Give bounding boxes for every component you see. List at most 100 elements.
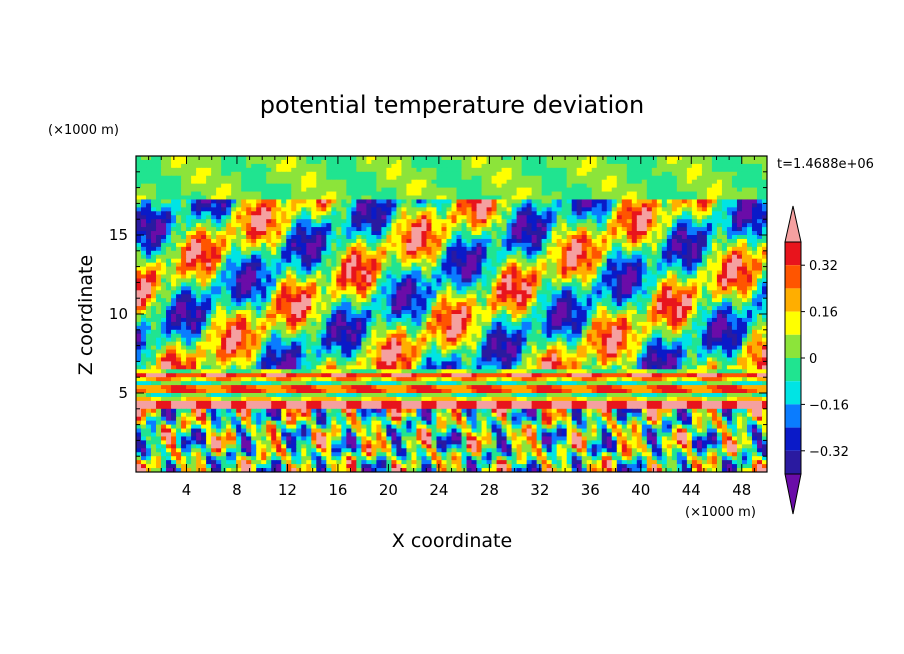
field-cell bbox=[186, 294, 192, 299]
field-cell bbox=[196, 278, 202, 283]
field-cell bbox=[581, 250, 588, 256]
field-cell bbox=[641, 266, 648, 272]
field-cell bbox=[691, 187, 698, 193]
field-cell bbox=[326, 231, 332, 236]
field-cell bbox=[646, 242, 653, 248]
field-cell bbox=[616, 258, 623, 264]
field-cell bbox=[726, 238, 733, 244]
field-cell bbox=[336, 238, 342, 244]
field-cell bbox=[521, 306, 528, 311]
field-cell bbox=[271, 156, 277, 161]
field-cell bbox=[471, 223, 478, 228]
field-cell bbox=[716, 250, 723, 256]
field-cell bbox=[496, 242, 503, 248]
field-cell bbox=[661, 235, 668, 240]
field-cell bbox=[611, 231, 618, 236]
field-cell bbox=[146, 215, 152, 220]
field-cell bbox=[491, 167, 498, 173]
field-cell bbox=[736, 207, 743, 212]
field-cell bbox=[481, 211, 488, 216]
field-cell bbox=[446, 156, 453, 161]
field-cell bbox=[591, 278, 598, 283]
field-cell bbox=[681, 282, 688, 287]
field-cell bbox=[206, 203, 212, 208]
field-cell bbox=[426, 207, 433, 212]
field-cell bbox=[141, 215, 147, 220]
field-cell bbox=[251, 290, 257, 295]
field-cell bbox=[221, 223, 227, 228]
field-cell bbox=[446, 290, 453, 295]
field-cell bbox=[201, 306, 207, 311]
field-cell bbox=[136, 175, 142, 181]
field-cell bbox=[391, 306, 398, 311]
field-cell bbox=[561, 294, 568, 299]
field-cell bbox=[731, 167, 738, 173]
field-cell bbox=[756, 183, 763, 189]
field-cell bbox=[656, 250, 663, 256]
field-cell bbox=[726, 171, 733, 177]
field-cell bbox=[356, 278, 362, 283]
field-cell bbox=[366, 219, 372, 224]
field-cell bbox=[751, 199, 758, 204]
field-cell bbox=[551, 258, 558, 264]
field-cell bbox=[636, 215, 643, 220]
field-cell bbox=[386, 179, 393, 185]
field-cell bbox=[461, 310, 468, 315]
field-cell bbox=[396, 211, 403, 216]
field-cell bbox=[626, 227, 633, 232]
field-cell bbox=[731, 302, 738, 307]
field-cell bbox=[346, 250, 352, 256]
field-cell bbox=[606, 175, 613, 181]
field-cell bbox=[606, 294, 613, 299]
field-cell bbox=[436, 310, 443, 315]
field-cell bbox=[146, 199, 152, 204]
field-cell bbox=[446, 242, 453, 248]
field-cell bbox=[301, 179, 307, 185]
field-cell bbox=[301, 235, 307, 240]
field-cell bbox=[741, 199, 748, 204]
field-cell bbox=[251, 227, 257, 232]
field-cell bbox=[256, 223, 262, 228]
field-cell bbox=[346, 203, 352, 208]
field-cell bbox=[596, 195, 603, 201]
field-cell bbox=[266, 290, 272, 295]
field-cell bbox=[451, 187, 458, 193]
field-cell bbox=[436, 195, 443, 201]
field-cell bbox=[591, 223, 598, 228]
field-cell bbox=[491, 183, 498, 189]
field-cell bbox=[636, 223, 643, 228]
field-cell bbox=[246, 156, 252, 161]
field-cell bbox=[656, 159, 663, 165]
field-cell bbox=[271, 306, 277, 311]
field-cell bbox=[486, 207, 493, 212]
field-cell bbox=[716, 156, 723, 161]
field-cell bbox=[461, 179, 468, 185]
field-cell bbox=[406, 250, 413, 256]
field-cell bbox=[736, 159, 743, 165]
field-cell bbox=[346, 215, 352, 220]
field-cell bbox=[326, 215, 332, 220]
field-cell bbox=[366, 183, 372, 189]
field-cell bbox=[636, 156, 643, 161]
field-cell bbox=[746, 282, 753, 287]
field-cell bbox=[571, 156, 578, 161]
field-cell bbox=[666, 302, 673, 307]
field-cell bbox=[296, 238, 302, 244]
field-cell bbox=[176, 258, 182, 264]
field-cell bbox=[576, 171, 583, 177]
field-cell bbox=[316, 310, 322, 315]
field-cell bbox=[246, 179, 252, 185]
field-cell bbox=[351, 306, 357, 311]
field-cell bbox=[611, 250, 618, 256]
field-cell bbox=[161, 215, 167, 220]
field-cell bbox=[336, 286, 342, 291]
field-cell bbox=[426, 306, 433, 311]
field-cell bbox=[561, 219, 568, 224]
field-cell bbox=[456, 262, 463, 268]
field-cell bbox=[546, 235, 553, 240]
field-cell bbox=[176, 223, 182, 228]
field-cell bbox=[341, 231, 347, 236]
field-cell bbox=[231, 203, 237, 208]
field-cell bbox=[286, 159, 292, 165]
field-cell bbox=[206, 254, 212, 260]
